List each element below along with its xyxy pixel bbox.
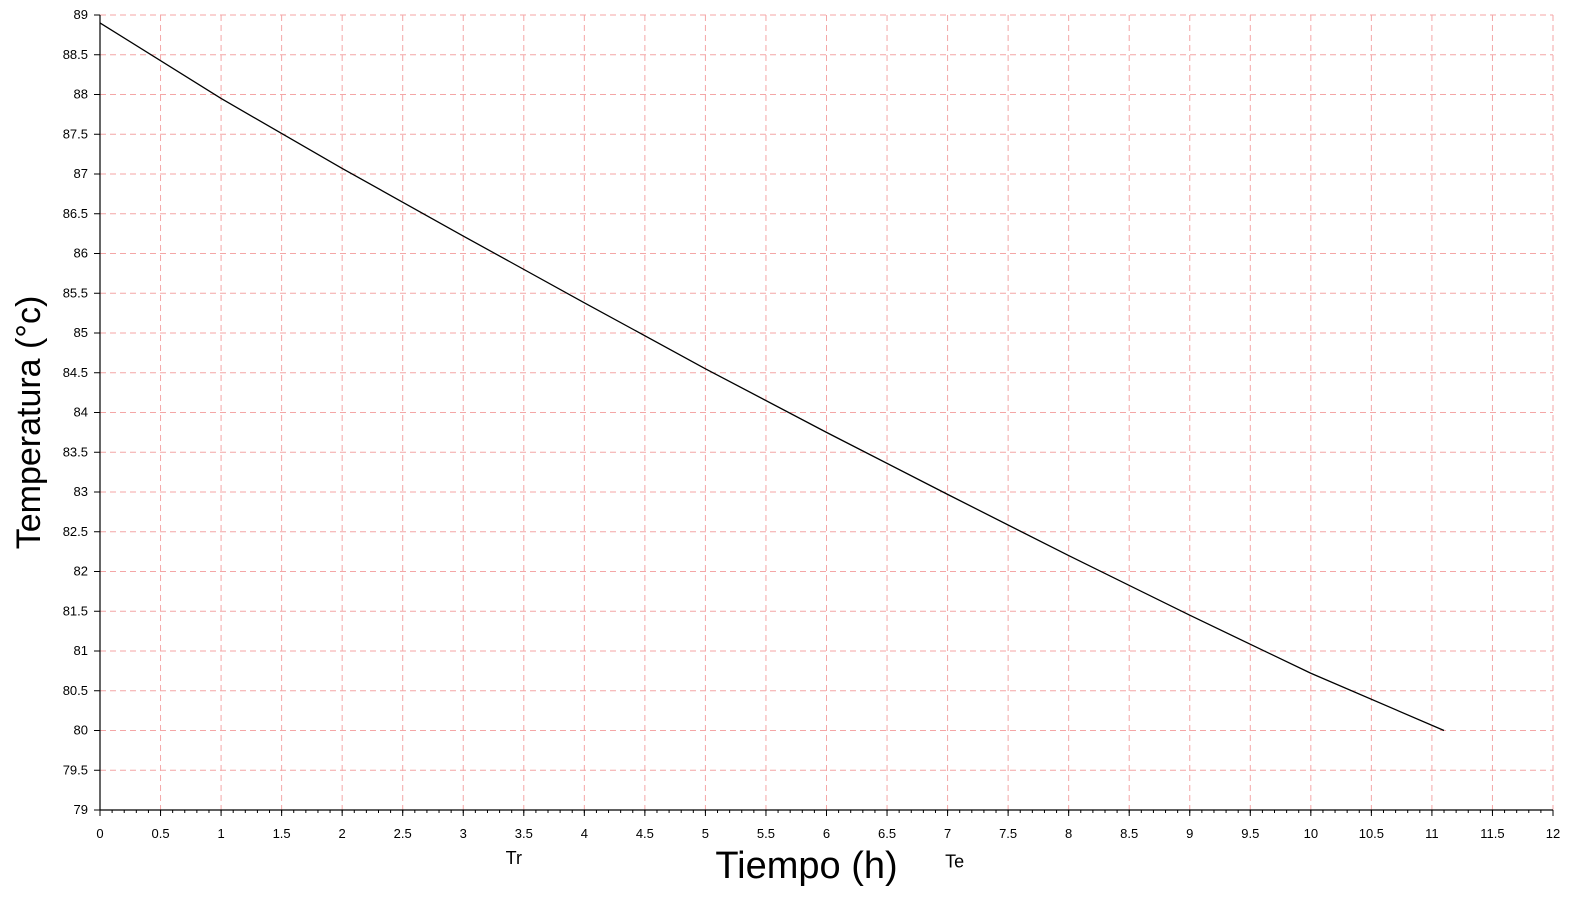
- y-tick-label: 88.5: [63, 47, 88, 62]
- x-tick-label: 5.5: [757, 826, 775, 841]
- grid: [100, 14, 1554, 810]
- x-tick-label: 6: [823, 826, 830, 841]
- x-tick-label: 2.5: [394, 826, 412, 841]
- x-tick-label: 10.5: [1359, 826, 1384, 841]
- plot-area: [99, 22, 1445, 732]
- tick-labels: 0 0.5 1 1.5 2 2.5 3 3.5 4 4.5 5 5.5 6 6.5 7 7.5 8 8.5 9 9.5…: [63, 7, 1561, 841]
- x-tick-label: 9: [1186, 826, 1193, 841]
- annotation-label: Tr: [506, 848, 522, 868]
- x-tick-label: 9.5: [1241, 826, 1259, 841]
- x-tick-label: 2: [339, 826, 346, 841]
- series-line: [99, 22, 1445, 732]
- x-tick-label: 8: [1065, 826, 1072, 841]
- x-tick-label: 7.5: [999, 826, 1017, 841]
- y-tick-label: 87: [74, 166, 88, 181]
- x-tick-label: 3: [460, 826, 467, 841]
- annotations: Tr Te: [506, 848, 965, 872]
- y-tick-label: 80: [74, 723, 88, 738]
- y-tick-label: 89: [74, 7, 88, 22]
- x-tick-label: 10: [1304, 826, 1318, 841]
- x-tick-label: 8.5: [1120, 826, 1138, 841]
- annotation-label: Te: [945, 852, 964, 872]
- x-tick-label: 0: [96, 826, 103, 841]
- y-tick-label: 82.5: [63, 524, 88, 539]
- x-tick-label: 6.5: [878, 826, 896, 841]
- y-tick-label: 85: [74, 325, 88, 340]
- y-tick-label: 79.5: [63, 762, 88, 777]
- x-axis-title: Tiempo (h): [715, 845, 897, 887]
- y-tick-label: 84: [74, 405, 88, 420]
- y-tick-label: 83.5: [63, 444, 88, 459]
- x-tick-label: 4: [581, 826, 588, 841]
- x-tick-label: 4.5: [636, 826, 654, 841]
- x-tick-label: 1.5: [273, 826, 291, 841]
- y-tick-label: 85.5: [63, 285, 88, 300]
- y-tick-label: 86: [74, 246, 88, 261]
- x-tick-label: 7: [944, 826, 951, 841]
- axes: [94, 14, 1554, 816]
- x-tick-label: 1: [217, 826, 224, 841]
- x-tick-label: 11.5: [1480, 826, 1504, 841]
- x-tick-label: 12: [1546, 826, 1560, 841]
- x-tick-label: 3.5: [515, 826, 533, 841]
- x-tick-label: 0.5: [152, 826, 170, 841]
- y-tick-label: 82: [74, 564, 88, 579]
- y-tick-label: 83: [74, 484, 88, 499]
- y-tick-label: 79: [74, 802, 88, 817]
- x-tick-label: 5: [702, 826, 709, 841]
- y-tick-label: 81.5: [63, 603, 88, 618]
- y-tick-label: 81: [74, 643, 88, 658]
- y-tick-label: 80.5: [63, 683, 88, 698]
- y-tick-label: 84.5: [63, 365, 88, 380]
- y-tick-label: 87.5: [63, 126, 88, 141]
- x-tick-label: 11: [1425, 826, 1439, 841]
- y-tick-label: 86.5: [63, 206, 88, 221]
- y-axis-title: Temperatura (°c): [10, 296, 48, 550]
- y-tick-label: 88: [74, 87, 88, 102]
